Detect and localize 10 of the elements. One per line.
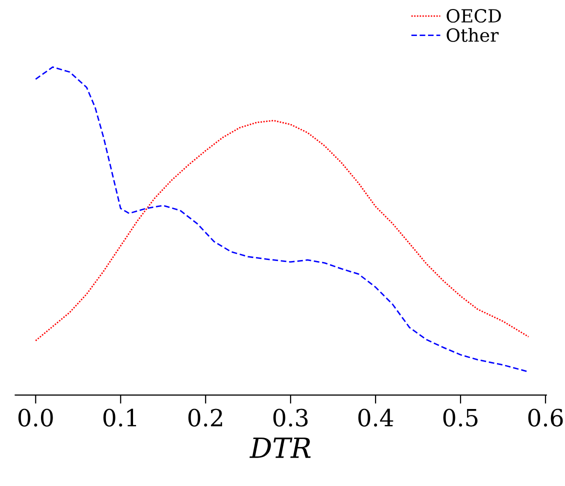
x-tick-label: 0.6 xyxy=(528,408,563,427)
x-axis-title: DTR xyxy=(250,438,311,458)
legend-label: OECD xyxy=(446,9,501,23)
x-tick-label: 0.0 xyxy=(18,408,53,427)
x-tick-label: 0.5 xyxy=(443,408,478,427)
x-tick-label: 0.3 xyxy=(273,408,308,427)
x-tick-label: 0.1 xyxy=(103,408,136,427)
legend-label: Other xyxy=(446,28,499,42)
x-tick-label: 0.4 xyxy=(358,408,394,427)
x-tick-label: 0.2 xyxy=(188,408,222,427)
